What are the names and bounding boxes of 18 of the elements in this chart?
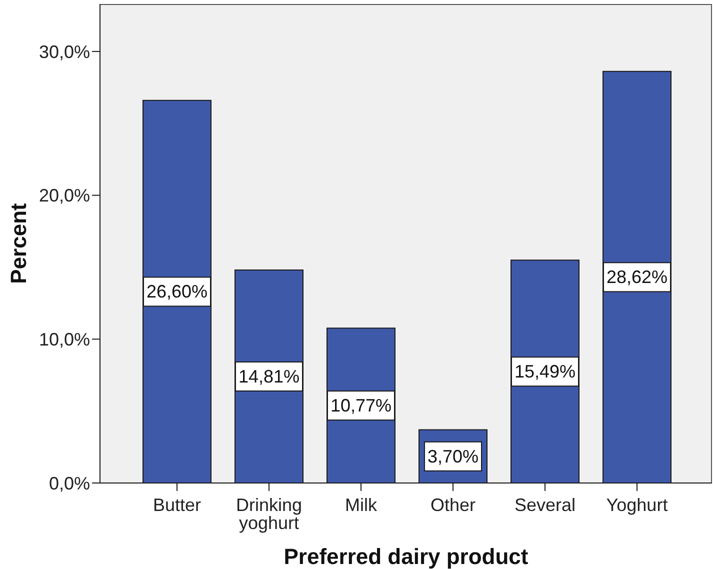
x-tick-label: Several bbox=[514, 494, 576, 515]
data-label: 3,70% bbox=[427, 446, 479, 466]
y-tick-label: 10,0% bbox=[38, 330, 90, 350]
y-tick-label: 30,0% bbox=[38, 42, 90, 62]
y-tick-label: 0,0% bbox=[48, 473, 90, 494]
data-label: 26,60% bbox=[146, 282, 208, 302]
data-label: 15,49% bbox=[514, 362, 576, 382]
x-tick-label: Drinking yoghurt bbox=[236, 494, 302, 533]
x-tick-label: Butter bbox=[152, 494, 202, 515]
data-label: 14,81% bbox=[238, 366, 300, 386]
x-tick-label: Yoghurt bbox=[606, 494, 668, 515]
x-axis-title: Preferred dairy product bbox=[284, 544, 529, 569]
x-tick-label: Other bbox=[430, 494, 476, 515]
data-label: 28,62% bbox=[606, 267, 668, 288]
y-tick-label: 20,0% bbox=[38, 186, 90, 206]
y-axis-title: Percent bbox=[6, 202, 30, 284]
x-tick-label: Milk bbox=[345, 494, 378, 515]
data-label: 10,77% bbox=[330, 396, 392, 416]
